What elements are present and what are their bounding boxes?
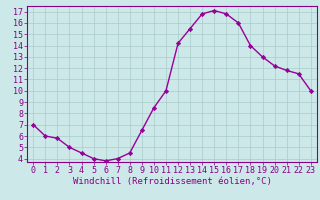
X-axis label: Windchill (Refroidissement éolien,°C): Windchill (Refroidissement éolien,°C) — [73, 177, 271, 186]
